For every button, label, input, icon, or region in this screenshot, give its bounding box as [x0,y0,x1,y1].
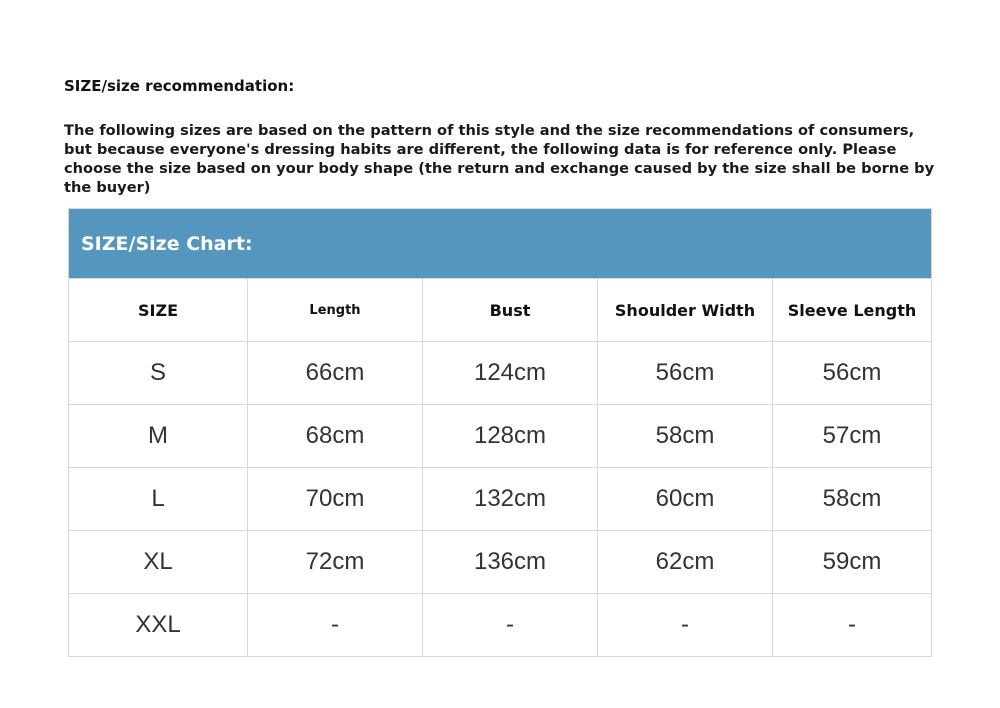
header-shoulder: Shoulder Width [597,278,773,342]
table-cell: XL [68,530,248,594]
section-heading: SIZE/size recommendation: [64,77,295,95]
table-row: M 68cm 128cm 58cm 57cm [68,404,932,468]
table-cell: L [68,467,248,531]
table-cell: 56cm [772,341,932,405]
table-row: S 66cm 124cm 56cm 56cm [68,341,932,405]
header-length: Length [247,278,423,342]
table-cell: S [68,341,248,405]
table-cell: - [772,593,932,657]
table-cell: 70cm [247,467,423,531]
header-bust: Bust [422,278,598,342]
table-row: L 70cm 132cm 60cm 58cm [68,467,932,531]
header-sleeve: Sleeve Length [772,278,932,342]
table-row: XXL - - - - [68,593,932,657]
header-row: SIZE Length Bust Shoulder Width Sleeve L… [68,278,932,342]
table-cell: 60cm [597,467,773,531]
header-size: SIZE [68,278,248,342]
table-cell: 68cm [247,404,423,468]
table-cell: - [247,593,423,657]
table-cell: 58cm [597,404,773,468]
table-cell: 57cm [772,404,932,468]
table-cell: 128cm [422,404,598,468]
table-cell: 56cm [597,341,773,405]
table-row: XL 72cm 136cm 62cm 59cm [68,530,932,594]
size-chart-table: SIZE/Size Chart: SIZE Length Bust Should… [68,208,932,657]
table-cell: - [597,593,773,657]
intro-text: The following sizes are based on the pat… [64,122,935,196]
table-cell: 136cm [422,530,598,594]
table-cell: - [422,593,598,657]
table-cell: XXL [68,593,248,657]
table-cell: 132cm [422,467,598,531]
table-title: SIZE/Size Chart: [68,208,932,279]
table-cell: 124cm [422,341,598,405]
table-cell: M [68,404,248,468]
table-cell: 66cm [247,341,423,405]
table-cell: 62cm [597,530,773,594]
table-cell: 59cm [772,530,932,594]
table-cell: 72cm [247,530,423,594]
table-cell: 58cm [772,467,932,531]
